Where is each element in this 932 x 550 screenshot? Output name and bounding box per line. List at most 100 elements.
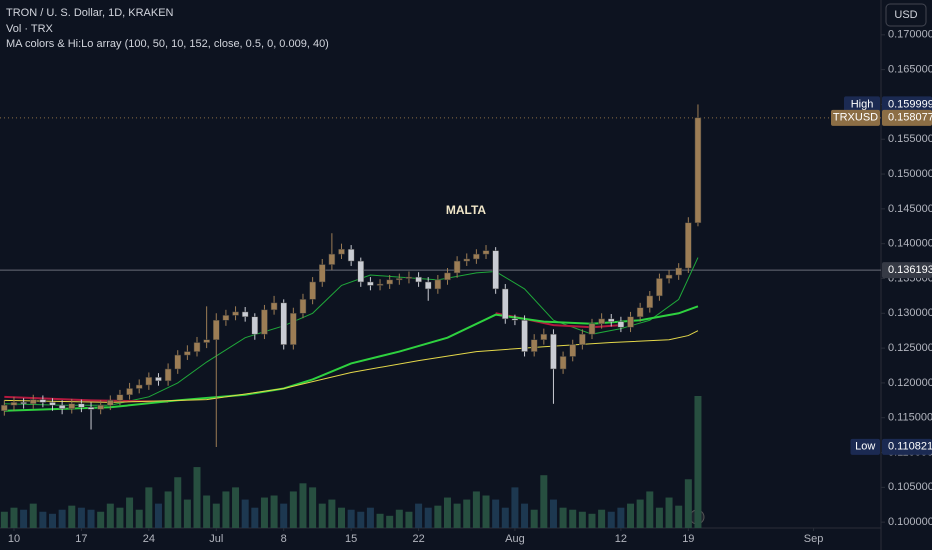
volume-bar [77, 507, 85, 528]
volume-bar [569, 509, 577, 528]
candle-body [10, 402, 18, 406]
price-tag-name: TRXUSD [833, 112, 878, 124]
moving-average [4, 330, 699, 403]
volume-bar [501, 507, 509, 528]
volume-bar [607, 511, 615, 528]
volume-bar [549, 499, 557, 528]
candle-body [569, 344, 576, 357]
candle-body [694, 117, 702, 224]
volume-bar [0, 511, 8, 528]
candle-body [453, 260, 461, 274]
candle-body [685, 222, 692, 269]
volume-bar [174, 477, 182, 528]
volume-bar [260, 497, 268, 528]
volume-bar [675, 505, 683, 528]
y-tick-label: 0.150000 [888, 168, 932, 180]
volume-bar [126, 497, 134, 528]
volume-bar [424, 507, 432, 528]
volume-bar [20, 509, 28, 528]
candle-body [579, 333, 586, 345]
x-tick-label: Jul [209, 533, 223, 545]
volume-bar [154, 503, 162, 528]
candle-body [347, 248, 355, 262]
volume-bar [116, 507, 124, 528]
y-tick-label: 0.130000 [888, 307, 932, 319]
price-tag-box [882, 96, 932, 113]
volume-bar [270, 495, 278, 528]
volume-bar [241, 499, 249, 528]
candle-body [550, 333, 557, 370]
volume-bar [49, 513, 57, 528]
candle-body [155, 377, 162, 382]
volume-bar [646, 491, 654, 528]
candle-body [444, 272, 451, 281]
candle-body [290, 313, 297, 345]
volume-title: Vol · TRX [6, 23, 54, 35]
y-tick-label: 0.170000 [888, 29, 932, 41]
candle-body [126, 388, 133, 395]
price-tag-box [882, 262, 932, 279]
volume-bar [280, 503, 288, 528]
candle-body [665, 274, 673, 279]
price-tag-name: High [851, 98, 874, 110]
volume-bar [357, 511, 365, 528]
x-tick-label: 22 [412, 533, 424, 545]
candle-body [598, 318, 605, 324]
candle-body [627, 316, 634, 328]
volume-bar [395, 509, 403, 528]
volume-bar [10, 507, 18, 528]
price-tag-name-box [831, 109, 880, 126]
candle-body [164, 368, 172, 382]
candle-body [78, 403, 85, 408]
candle-body [396, 278, 403, 281]
x-tick-label: 10 [8, 533, 20, 545]
volume-bar [627, 503, 635, 528]
x-tick-label: 15 [345, 533, 357, 545]
currency-button[interactable] [885, 3, 927, 27]
y-tick-label: 0.145000 [888, 203, 932, 215]
candle-body [318, 264, 326, 283]
volume-bar [530, 509, 538, 528]
candle-body [367, 281, 374, 286]
candle-body [251, 316, 259, 335]
currency[interactable]: USD [894, 9, 917, 21]
candle-body [241, 311, 249, 318]
volume-bar [299, 483, 307, 528]
volume-bar [29, 503, 37, 528]
volume-bar [39, 511, 47, 528]
volume-bar [598, 509, 606, 528]
volume-bar [164, 491, 172, 528]
y-tick-label: 0.165000 [888, 64, 932, 76]
candle-body [87, 407, 95, 410]
volume-bar [472, 491, 480, 528]
candle-body [20, 402, 27, 405]
candle-body [1, 404, 8, 412]
volume-bar [97, 511, 105, 528]
candle-body [97, 404, 104, 410]
candle-body [58, 404, 66, 409]
volume-bar [68, 505, 76, 528]
price-tag: 0.158077 [888, 112, 932, 124]
chart-title: TRON / U. S. Dollar, 1D, KRAKEN [6, 7, 174, 19]
price-tag-name: Low [855, 441, 875, 453]
candle-body [193, 342, 201, 352]
volume-bar [588, 513, 596, 528]
moving-average [4, 257, 699, 406]
volume-bar [328, 499, 336, 528]
candle-body [559, 356, 567, 370]
candle-body [463, 258, 471, 262]
x-tick-label: 8 [281, 533, 287, 545]
annotation: MALTA [446, 203, 487, 217]
price-tag: 0.159999 [888, 98, 932, 110]
candle-body [608, 318, 615, 322]
candle-body [299, 299, 307, 314]
x-tick-label: 24 [143, 533, 155, 545]
volume-bar [443, 497, 451, 528]
volume-bar [482, 495, 490, 528]
volume-bar [665, 497, 673, 528]
candle-body [184, 351, 191, 356]
volume-bar [655, 507, 663, 528]
y-tick-label: 0.140000 [888, 238, 932, 250]
volume-bar [135, 509, 143, 528]
